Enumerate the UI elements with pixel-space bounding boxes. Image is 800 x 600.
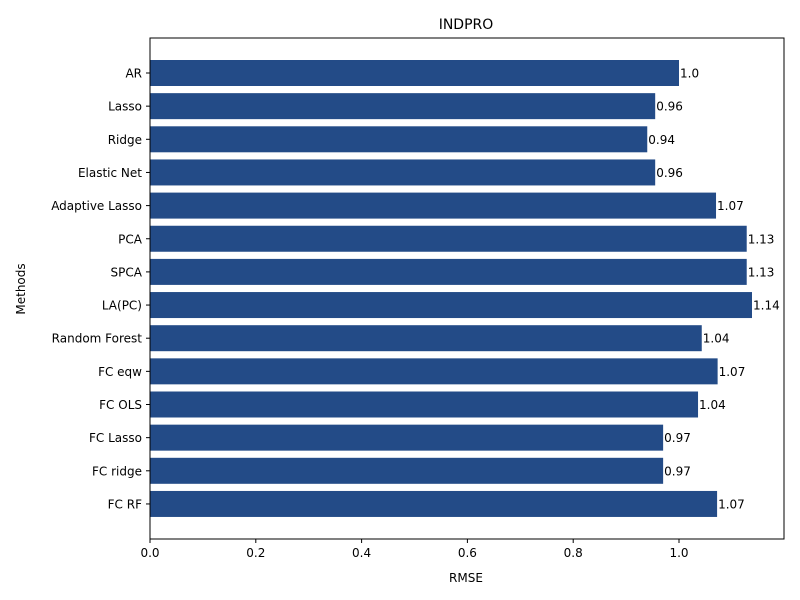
y-tick-label: AR bbox=[125, 67, 142, 81]
bar-adaptive-lasso bbox=[150, 192, 717, 219]
bar-value-label: 1.07 bbox=[717, 199, 744, 213]
bar-value-label: 0.97 bbox=[664, 431, 691, 445]
y-tick-label: Lasso bbox=[108, 100, 142, 114]
bar-fc-rf bbox=[150, 490, 718, 517]
y-axis-ticks: AR Lasso Ridge Elastic Net Adaptive Lasso PCA… bbox=[51, 67, 150, 511]
x-axis-title: RMSE bbox=[449, 571, 483, 585]
bar-value-label: 1.14 bbox=[753, 299, 780, 313]
y-tick-label: Ridge bbox=[108, 133, 142, 147]
bar-fc-lasso bbox=[150, 424, 664, 451]
x-tick-label: 0.2 bbox=[246, 546, 265, 560]
bar-ridge bbox=[150, 126, 648, 153]
y-tick-label: FC ridge bbox=[92, 464, 142, 478]
bar-value-label: 1.0 bbox=[680, 67, 699, 81]
bars-group: 1.0 0.96 0.94 0.96 1.07 1.13 1.13 1.14 1.04 1.07 1… bbox=[150, 60, 780, 517]
bar-fc-ridge bbox=[150, 457, 664, 484]
bar-value-label: 0.97 bbox=[664, 464, 691, 478]
x-tick-label: 0.0 bbox=[140, 546, 159, 560]
bar-ar bbox=[150, 60, 679, 86]
y-tick-label: Random Forest bbox=[52, 332, 143, 346]
y-tick-label: LA(PC) bbox=[102, 299, 142, 313]
bar-lasso bbox=[150, 93, 656, 120]
bar-elastic-net bbox=[150, 159, 656, 186]
bar-value-label: 1.13 bbox=[748, 265, 775, 279]
y-tick-label: FC eqw bbox=[98, 365, 142, 379]
bar-value-label: 0.96 bbox=[656, 100, 683, 114]
bar-value-label: 1.04 bbox=[699, 398, 726, 412]
y-tick-label: FC RF bbox=[108, 497, 142, 511]
y-tick-label: FC OLS bbox=[99, 398, 142, 412]
bar-value-label: 0.96 bbox=[656, 166, 683, 180]
y-tick-label: Adaptive Lasso bbox=[51, 199, 142, 213]
bar-value-label: 0.94 bbox=[648, 133, 675, 147]
bar-value-label: 1.13 bbox=[748, 232, 775, 246]
chart-title: INDPRO bbox=[439, 17, 494, 33]
bar-value-label: 1.07 bbox=[719, 365, 746, 379]
x-tick-label: 0.6 bbox=[458, 546, 477, 560]
y-tick-label: FC Lasso bbox=[89, 431, 142, 445]
bar-spca bbox=[150, 258, 747, 285]
y-tick-label: PCA bbox=[118, 232, 143, 246]
bar-pca bbox=[150, 225, 747, 252]
x-tick-label: 1.0 bbox=[669, 546, 688, 560]
y-axis-title: Methods bbox=[14, 263, 28, 314]
bar-value-label: 1.07 bbox=[718, 497, 745, 511]
x-tick-label: 0.4 bbox=[352, 546, 371, 560]
plot-frame bbox=[149, 37, 785, 540]
y-tick-label: Elastic Net bbox=[78, 166, 142, 180]
bar-random-forest bbox=[150, 325, 702, 352]
x-axis-ticks: 0.0 0.2 0.4 0.6 0.8 1.0 bbox=[140, 539, 689, 560]
y-tick-label: SPCA bbox=[111, 265, 143, 279]
x-tick-label: 0.8 bbox=[564, 546, 583, 560]
bar-fc-eqw bbox=[150, 358, 718, 385]
bar-fc-ols bbox=[150, 391, 699, 418]
bar-la-pc bbox=[150, 292, 752, 319]
bar-value-label: 1.04 bbox=[703, 332, 730, 346]
